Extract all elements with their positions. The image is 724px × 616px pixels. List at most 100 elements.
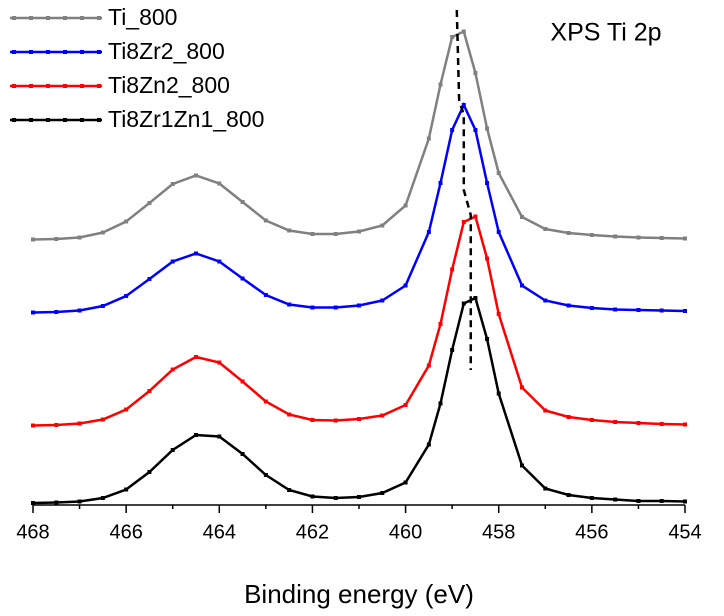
data-point [54, 310, 59, 314]
x-tick-label: 454 [668, 521, 701, 543]
data-point [473, 71, 478, 75]
data-point [287, 412, 292, 417]
legend-marker [12, 84, 16, 88]
data-point [683, 499, 687, 504]
data-point [357, 303, 361, 308]
legend-marker [80, 50, 84, 54]
data-point [147, 201, 152, 205]
data-point [124, 407, 129, 412]
data-point [403, 283, 408, 288]
legend-marker [12, 118, 16, 122]
data-point [438, 401, 443, 406]
data-point [520, 385, 524, 390]
data-point [147, 470, 152, 474]
data-point [217, 434, 222, 439]
data-point [473, 128, 478, 132]
legend-marker [46, 118, 50, 122]
data-point [310, 418, 315, 422]
data-point [613, 497, 618, 502]
data-point [333, 418, 338, 423]
data-point [77, 499, 82, 504]
data-point [659, 499, 664, 503]
data-point [461, 220, 466, 224]
data-point [485, 337, 490, 341]
data-point [566, 303, 571, 308]
legend-marker [63, 118, 67, 122]
data-point [659, 308, 664, 313]
data-point [566, 493, 571, 497]
legend-marker [29, 16, 33, 20]
legend-marker [63, 84, 67, 88]
data-point [310, 305, 315, 310]
data-point [613, 234, 618, 239]
legend-label: Ti8Zr1Zn1_800 [108, 106, 264, 132]
data-point [357, 417, 361, 421]
data-point [566, 231, 571, 235]
data-point [357, 495, 361, 499]
legend-label: Ti_800 [108, 4, 177, 30]
data-point [77, 235, 82, 240]
data-point [380, 223, 385, 228]
data-point [450, 35, 455, 39]
data-point [124, 294, 129, 298]
data-point [170, 259, 175, 264]
data-point [31, 237, 35, 242]
data-point [520, 215, 524, 219]
data-point [263, 473, 268, 477]
data-point [263, 218, 268, 223]
legend-marker [29, 118, 33, 122]
data-point [496, 171, 501, 175]
legend-marker [46, 50, 50, 54]
x-tick-label: 462 [296, 521, 329, 543]
data-point [403, 403, 408, 407]
data-point [589, 233, 594, 237]
data-point [194, 173, 198, 178]
x-axis-label: Binding energy (eV) [244, 579, 474, 609]
data-point [217, 259, 222, 264]
data-point [100, 417, 105, 422]
data-point [636, 499, 641, 503]
data-point [380, 298, 385, 303]
data-point [147, 389, 152, 393]
annotation: XPS Ti 2p [550, 19, 661, 47]
data-point [333, 305, 338, 310]
data-point [54, 500, 59, 505]
data-point [124, 219, 129, 224]
data-point [473, 214, 478, 219]
legend-marker [12, 50, 16, 54]
data-point [31, 423, 35, 428]
data-point [659, 422, 664, 426]
legend-marker [46, 16, 50, 20]
data-point [461, 29, 466, 34]
data-point [426, 442, 431, 447]
data-point [461, 301, 466, 306]
data-point [496, 230, 501, 234]
data-point [310, 232, 315, 236]
data-point [426, 363, 431, 368]
legend-marker [63, 16, 67, 20]
data-point [543, 486, 548, 491]
x-tick-label: 458 [482, 521, 515, 543]
data-point [485, 181, 490, 185]
data-point [170, 448, 175, 452]
data-point [543, 227, 548, 231]
data-point [659, 236, 664, 240]
x-tick-label: 468 [16, 521, 49, 543]
x-tick-label: 460 [389, 521, 422, 543]
data-point [520, 463, 524, 468]
data-point [194, 355, 198, 359]
data-point [194, 251, 198, 256]
data-point [170, 367, 175, 372]
data-point [124, 487, 129, 492]
data-point [613, 307, 618, 312]
data-point [543, 298, 548, 303]
data-point [100, 304, 105, 308]
data-point [636, 421, 641, 425]
legend-marker [80, 118, 84, 122]
data-point [450, 267, 455, 272]
data-point [31, 501, 35, 505]
legend-marker [12, 16, 16, 20]
data-point [100, 496, 105, 500]
x-tick-label: 466 [109, 521, 142, 543]
data-point [380, 413, 385, 418]
